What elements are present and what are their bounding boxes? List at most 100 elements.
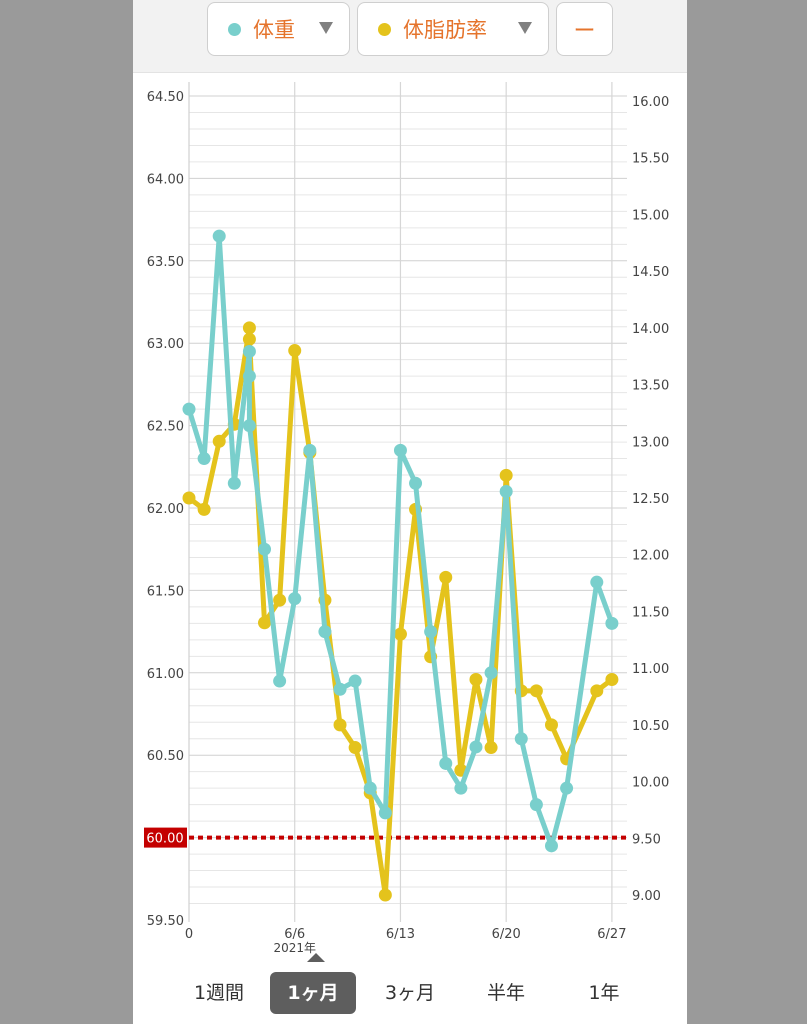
weight-data-point [363,781,377,795]
fat-data-point [273,593,287,607]
series-selector-bar: 体重 体脂肪率 ー [133,0,687,73]
right-axis-tick-label: 9.00 [632,889,661,904]
weight-legend-dot [228,22,241,36]
right-axis-tick-label: 12.50 [632,492,669,507]
x-axis-tick-label: 6/20 [492,927,521,942]
weight-data-point [605,616,619,630]
fat-series-selector[interactable]: 体脂肪率 [357,2,549,56]
left-axis-tick-label: 59.50 [147,914,184,929]
fat-data-point [242,332,256,346]
fat-data-point [212,434,226,448]
weight-data-point [439,756,453,770]
fat-data-point [439,570,453,584]
chart-panel: 59.50 60.50 61.00 61.50 62.00 62.50 63.00 63.50… [144,82,673,954]
x-axis-tick-label: 0 [185,927,193,942]
fat-data-point [484,741,498,755]
x-axis-tick-label: 6/6 [284,927,305,942]
fat-data-point [197,502,211,516]
weight-fat-line-chart: 59.50 60.50 61.00 61.50 62.00 62.50 63.00 63.50… [144,82,669,954]
weight-data-point [197,452,211,466]
right-axis-tick-label: 10.00 [632,776,669,791]
weight-data-point [499,485,513,499]
weight-data-point [484,666,498,680]
weight-data-point [242,419,256,433]
fat-data-point [544,718,558,732]
fat-data-point [590,684,604,698]
right-axis-tick-label: 13.00 [632,435,669,450]
fat-data-point [348,741,362,755]
fat-data-point [469,672,483,686]
right-axis-tick-label: 13.50 [632,379,669,394]
weight-selector-label: 体重 [253,18,295,42]
right-axis-tick-label: 9.50 [632,832,661,847]
dropdown-arrow-icon [319,22,333,34]
tab-3-months[interactable]: 3ヶ月 [384,982,436,1004]
weight-data-point [560,781,574,795]
weight-data-point [258,542,272,556]
left-axis-tick-label: 62.50 [147,420,184,435]
right-axis-tick-label: 15.00 [632,208,669,223]
weight-data-point [529,798,543,812]
weight-data-point [333,682,347,696]
weight-data-point [514,732,528,746]
weight-data-point [227,476,241,490]
tab-1-year[interactable]: 1年 [588,982,620,1004]
weight-data-point [590,575,604,589]
fat-data-point [242,321,256,335]
app-screen: 体重 体脂肪率 ー 59.50 60.50 61.00 61.50 62.00 62.50… [133,0,687,1024]
weight-data-point [242,369,256,383]
right-axis-tick-label: 14.50 [632,265,669,280]
fat-data-point [499,468,513,482]
fat-data-point [333,718,347,732]
third-series-selector[interactable]: ー [556,2,613,56]
right-axis-tick-label: 11.50 [632,605,669,620]
weight-data-point [348,674,362,688]
left-axis-tick-label: 62.00 [147,502,184,517]
left-axis-tick-label: 64.00 [147,172,184,187]
fat-data-point [182,491,196,505]
left-axis-tick-label: 63.00 [147,337,184,352]
weight-data-point [393,443,407,457]
active-tab-pointer [307,953,325,962]
fat-legend-dot [378,22,391,36]
weight-data-point [212,229,226,243]
tab-1-week[interactable]: 1週間 [193,982,245,1004]
right-axis-tick-label: 10.50 [632,719,669,734]
left-axis-tick-label: 61.50 [147,584,184,599]
weight-data-point [454,781,468,795]
target-label-box [144,827,187,848]
weight-data-point [182,402,196,416]
fat-data-point [529,684,543,698]
left-axis-tick-label: 64.50 [147,90,184,105]
right-axis-tick-label: 16.00 [632,95,669,110]
target-label: 60.00 [146,832,183,847]
right-axis-tick-label: 12.00 [632,549,669,564]
weight-series-selector[interactable]: 体重 [207,2,350,56]
right-axis-tick-label: 15.50 [632,152,669,167]
left-axis-tick-label: 61.00 [147,667,184,682]
left-axis-tick-label: 63.50 [147,255,184,270]
dropdown-arrow-icon [518,22,532,34]
weight-data-point [273,674,287,688]
fat-data-point [378,888,392,902]
third-selector-label: ー [573,19,596,44]
tab-1-month[interactable]: 1ヶ月 [270,972,356,1014]
weight-data-point [288,592,302,606]
weight-data-point [424,625,438,639]
tab-half-year[interactable]: 半年 [486,982,525,1004]
weight-data-point [242,344,256,358]
fat-data-point [393,627,407,641]
x-axis-tick-label: 6/13 [386,927,415,942]
x-axis-year-label: 2021年 [273,941,316,954]
right-axis-tick-label: 14.00 [632,322,669,337]
left-axis-tick-label: 60.50 [147,749,184,764]
weight-data-point [544,839,558,853]
fat-data-point [605,672,619,686]
weight-data-point [303,443,317,457]
weight-data-point [318,625,332,639]
fat-selector-label: 体脂肪率 [403,18,487,42]
x-axis-tick-label: 6/27 [597,927,626,942]
range-tabs: 1週間 1ヶ月 3ヶ月 半年 1年 [133,960,687,1024]
right-axis-tick-label: 11.00 [632,662,669,677]
weight-data-point [378,806,392,820]
